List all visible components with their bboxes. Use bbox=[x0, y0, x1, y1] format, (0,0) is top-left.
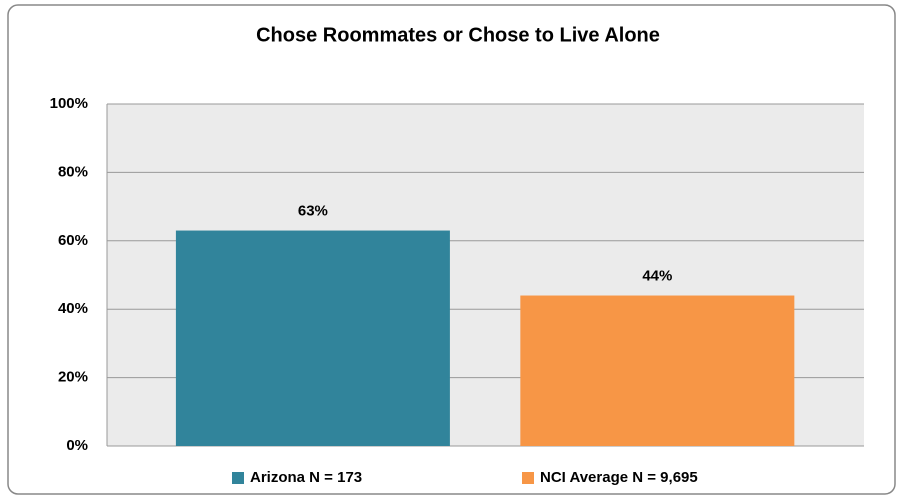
y-tick-label: 0% bbox=[66, 437, 88, 454]
y-tick-label: 60% bbox=[58, 232, 88, 249]
value-label: 63% bbox=[298, 203, 328, 220]
y-tick-label: 40% bbox=[58, 300, 88, 317]
bar bbox=[520, 295, 795, 446]
y-tick-label: 80% bbox=[58, 163, 88, 180]
legend-swatch bbox=[522, 472, 534, 484]
legend-swatch bbox=[232, 472, 244, 484]
legend-label: NCI Average N = 9,695 bbox=[540, 469, 698, 486]
value-label: 44% bbox=[642, 267, 672, 284]
legend-label: Arizona N = 173 bbox=[250, 469, 362, 486]
y-tick-label: 20% bbox=[58, 369, 88, 386]
y-tick-label: 100% bbox=[50, 95, 88, 112]
chart-title: Chose Roommates or Chose to Live Alone bbox=[256, 24, 660, 46]
bar bbox=[175, 230, 450, 446]
